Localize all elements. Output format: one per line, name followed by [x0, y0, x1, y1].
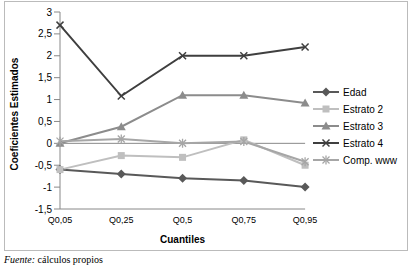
html-text:Estrato 4: Estrato 4 — [343, 137, 384, 149]
svg-text:0: 0 — [46, 138, 52, 149]
svg-text:2: 2 — [46, 50, 52, 61]
html-text:Comp. www: Comp. www — [343, 154, 397, 166]
svg-text:Cuantiles: Cuantiles — [160, 234, 205, 245]
svg-text:-1,5: -1,5 — [35, 204, 53, 215]
html-text:Fuente: cálculos propios: Fuente: cálculos propios — [4, 254, 103, 265]
svg-text:-1: -1 — [43, 182, 52, 193]
svg-text:Q0,75: Q0,75 — [232, 215, 257, 225]
html-text:Edad: Edad — [343, 86, 367, 98]
svg-text:Q0,5: Q0,5 — [173, 215, 193, 225]
html-text:Estrato 2: Estrato 2 — [343, 103, 384, 115]
html-text:Estrato 3: Estrato 3 — [343, 120, 384, 132]
svg-text:Coeficientes Estimados: Coeficientes Estimados — [9, 57, 20, 170]
svg-text:Q0,05: Q0,05 — [48, 215, 73, 225]
svg-text:1: 1 — [46, 94, 52, 105]
svg-text:0,5: 0,5 — [38, 116, 52, 127]
svg-text:2,5: 2,5 — [38, 28, 52, 39]
svg-text:1,5: 1,5 — [38, 72, 52, 83]
svg-text:Q0,95: Q0,95 — [293, 215, 318, 225]
svg-text:Q0,25: Q0,25 — [109, 215, 134, 225]
svg-text:3: 3 — [46, 7, 52, 18]
svg-text:-0,5: -0,5 — [35, 160, 53, 171]
